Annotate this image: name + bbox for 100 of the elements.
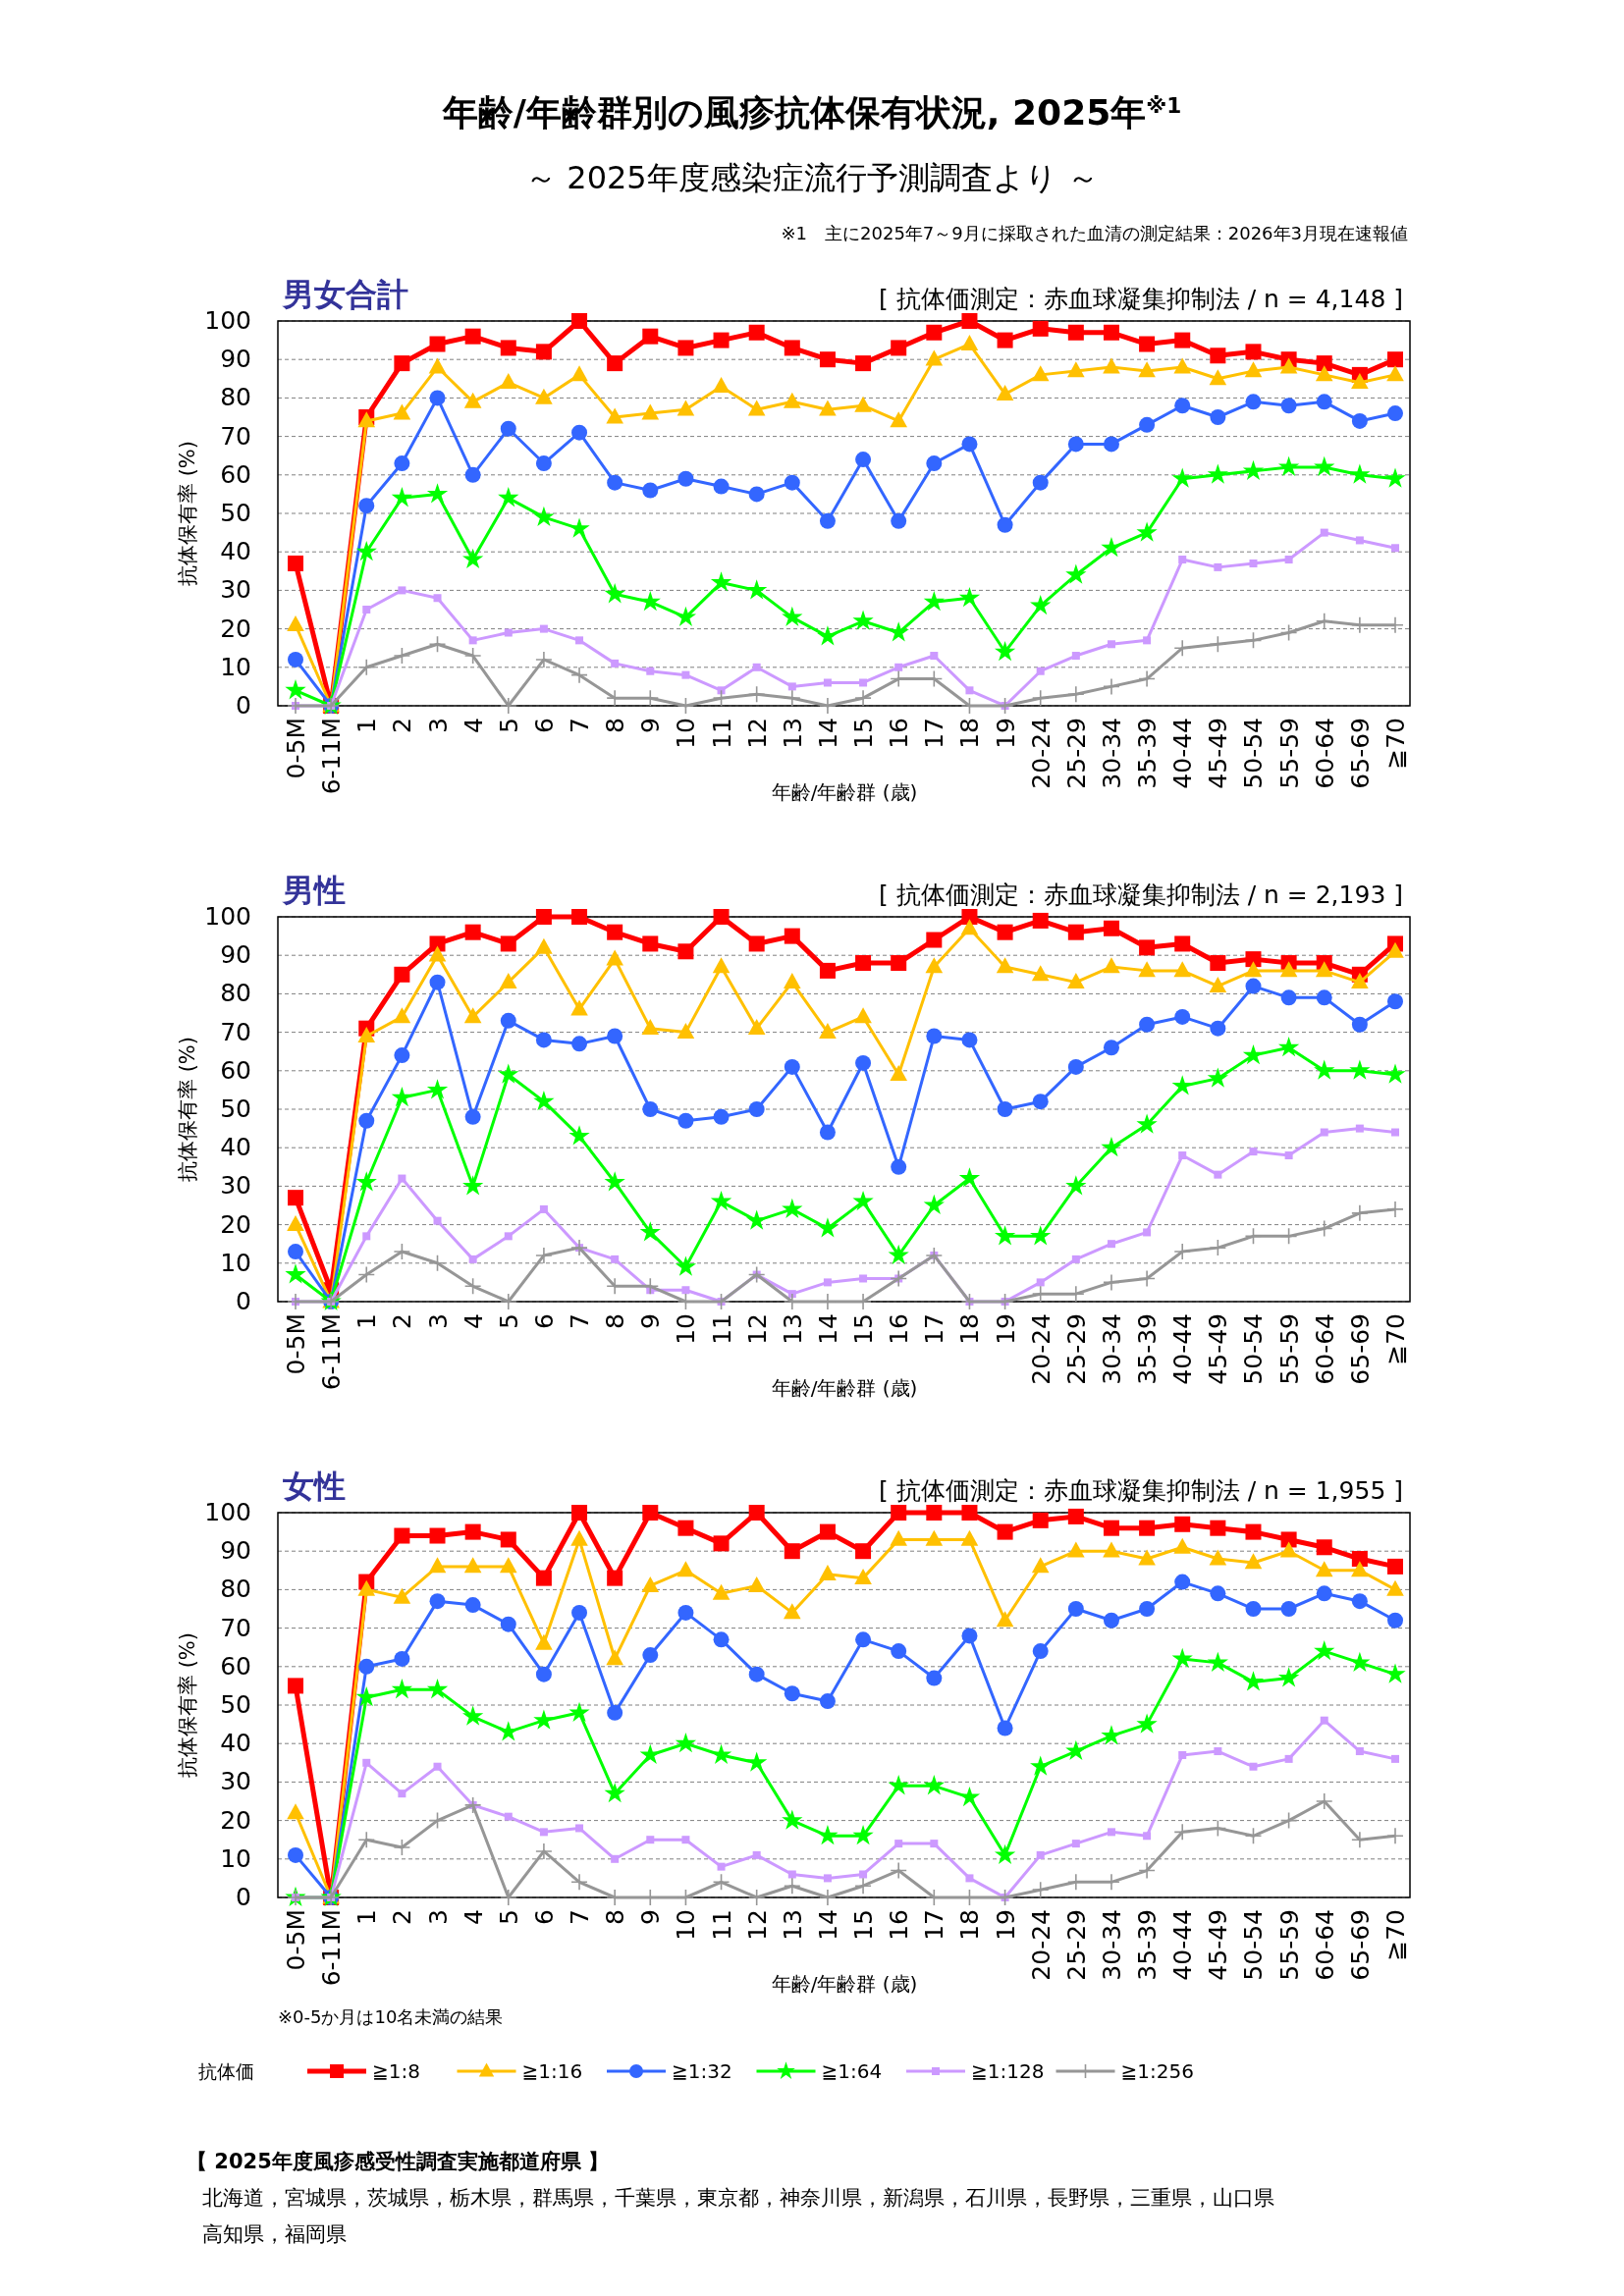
x-tick-label: 40-44 [1168, 1909, 1198, 1981]
x-tick-label: 5 [494, 1909, 523, 1925]
y-tick-label: 10 [220, 1843, 251, 1873]
y-tick-label: 60 [220, 1651, 251, 1681]
x-tick-label: 25-29 [1061, 1313, 1091, 1385]
legend-label: ≧1:64 [821, 2059, 883, 2083]
x-tick-label: 14 [813, 718, 842, 749]
x-tick-label: 18 [955, 1909, 985, 1941]
x-axis-title: 年齢/年齢群 (歳) [771, 1376, 918, 1400]
x-tick-label: 50-54 [1239, 1909, 1269, 1981]
x-tick-label: 45-49 [1204, 718, 1233, 789]
y-tick-label: 100 [204, 306, 251, 335]
x-tick-label: 45-49 [1204, 1313, 1233, 1385]
y-tick-label: 90 [220, 1536, 251, 1566]
x-tick-label: 2 [388, 1313, 417, 1329]
x-tick-label: 40-44 [1168, 718, 1198, 789]
x-tick-label: 60-64 [1310, 1313, 1339, 1385]
legend-label: ≧1:128 [971, 2059, 1045, 2083]
x-tick-label: 5 [494, 718, 523, 733]
x-tick-label: 25-29 [1061, 718, 1091, 789]
x-tick-label: 15 [849, 1313, 879, 1345]
y-tick-label: 80 [220, 383, 251, 412]
x-tick-label: 13 [778, 1909, 807, 1941]
x-tick-label: 0-5M [282, 718, 310, 779]
x-tick-label: 4 [459, 1313, 488, 1329]
y-axis-title: 抗体保有率 (%) [176, 440, 199, 587]
x-tick-label: 6-11M [317, 1313, 347, 1391]
x-tick-label: ≧70 [1381, 1313, 1410, 1365]
x-tick-label: 13 [778, 1313, 807, 1345]
x-tick-label: 1 [352, 718, 382, 733]
x-tick-label: 7 [566, 718, 595, 733]
x-tick-label: 30-34 [1097, 718, 1126, 789]
x-tick-label: 14 [813, 1909, 842, 1941]
x-tick-label: 9 [636, 1909, 666, 1925]
x-tick-label: 11 [707, 1909, 736, 1941]
x-tick-label: 3 [423, 1313, 453, 1329]
x-tick-label: 19 [991, 718, 1020, 749]
x-tick-label: 30-34 [1097, 1909, 1126, 1981]
text: 北海道，宮城県，茨城県，栃木県，群馬県，千葉県，東京都，神奈川県，新潟県，石川県，長野県，三重県，山口県 [202, 2186, 1274, 2210]
x-tick-label: 2 [388, 1909, 417, 1925]
x-tick-label: 3 [423, 1909, 453, 1925]
legend-title: 抗体価 [198, 2060, 254, 2082]
y-tick-label: 40 [220, 1729, 251, 1758]
y-tick-label: 30 [220, 1171, 251, 1201]
x-tick-label: ≧70 [1381, 1909, 1410, 1961]
legend-label: ≧1:16 [521, 2059, 583, 2083]
y-tick-label: 40 [220, 1133, 251, 1162]
x-tick-label: 60-64 [1310, 718, 1339, 789]
x-tick-label: 3 [423, 718, 453, 733]
x-tick-label: 19 [991, 1313, 1020, 1345]
x-tick-label: 60-64 [1310, 1909, 1339, 1981]
x-tick-label: 6 [529, 718, 559, 733]
x-tick-label: 4 [459, 1909, 488, 1925]
y-tick-label: 20 [220, 1805, 251, 1835]
x-tick-label: 65-69 [1345, 1313, 1375, 1385]
x-tick-label: 12 [742, 718, 772, 749]
y-tick-label: 40 [220, 537, 251, 566]
y-tick-label: 60 [220, 1055, 251, 1085]
legend-label: ≧1:8 [372, 2059, 420, 2083]
x-tick-label: 6-11M [317, 1909, 347, 1987]
legend-label: ≧1:256 [1120, 2059, 1194, 2083]
y-tick-label: 10 [220, 1248, 251, 1277]
x-tick-label: 20-24 [1026, 1909, 1056, 1981]
x-tick-label: 6 [529, 1909, 559, 1925]
y-tick-label: 20 [220, 614, 251, 643]
x-tick-label: 18 [955, 718, 985, 749]
x-tick-label: 20-24 [1026, 718, 1056, 789]
x-tick-label: 8 [601, 718, 630, 733]
x-tick-label: 55-59 [1274, 1909, 1304, 1981]
y-tick-label: 0 [236, 691, 251, 720]
text: 【 2025年度風疹感受性調査実施都道府県 】 [187, 2150, 610, 2173]
y-tick-label: 70 [220, 1613, 251, 1642]
x-tick-label: 15 [849, 1909, 879, 1941]
x-tick-label: 12 [742, 1313, 772, 1345]
x-tick-label: 10 [672, 1313, 701, 1345]
x-tick-label: 12 [742, 1909, 772, 1941]
x-tick-label: 45-49 [1204, 1909, 1233, 1981]
y-tick-label: 100 [204, 1498, 251, 1526]
x-tick-label: 4 [459, 718, 488, 733]
x-tick-label: 14 [813, 1313, 842, 1345]
x-tick-label: 35-39 [1133, 1909, 1163, 1981]
x-tick-label: 17 [920, 1313, 949, 1345]
y-tick-label: 60 [220, 459, 251, 489]
y-tick-label: 100 [204, 902, 251, 931]
x-tick-label: 55-59 [1274, 1313, 1304, 1385]
x-tick-label: 35-39 [1133, 718, 1163, 789]
text: ～ 2025年度感染症流行予測調査より ～ [525, 159, 1099, 196]
x-tick-label: 6 [529, 1313, 559, 1329]
x-tick-label: 0-5M [282, 1313, 310, 1375]
chart-title: 男女合計 [282, 276, 408, 313]
x-tick-label: 16 [885, 1313, 914, 1345]
y-tick-label: 50 [220, 1690, 251, 1719]
x-tick-label: 5 [494, 1313, 523, 1329]
y-tick-label: 0 [236, 1287, 251, 1315]
y-tick-label: 70 [220, 1017, 251, 1046]
x-tick-label: 40-44 [1168, 1313, 1198, 1385]
x-tick-label: 65-69 [1345, 718, 1375, 789]
chart-subtitle: [ 抗体価測定：赤血球凝集抑制法 / n = 2,193 ] [879, 881, 1403, 909]
x-tick-label: 16 [885, 1909, 914, 1941]
x-tick-label: 11 [707, 718, 736, 749]
